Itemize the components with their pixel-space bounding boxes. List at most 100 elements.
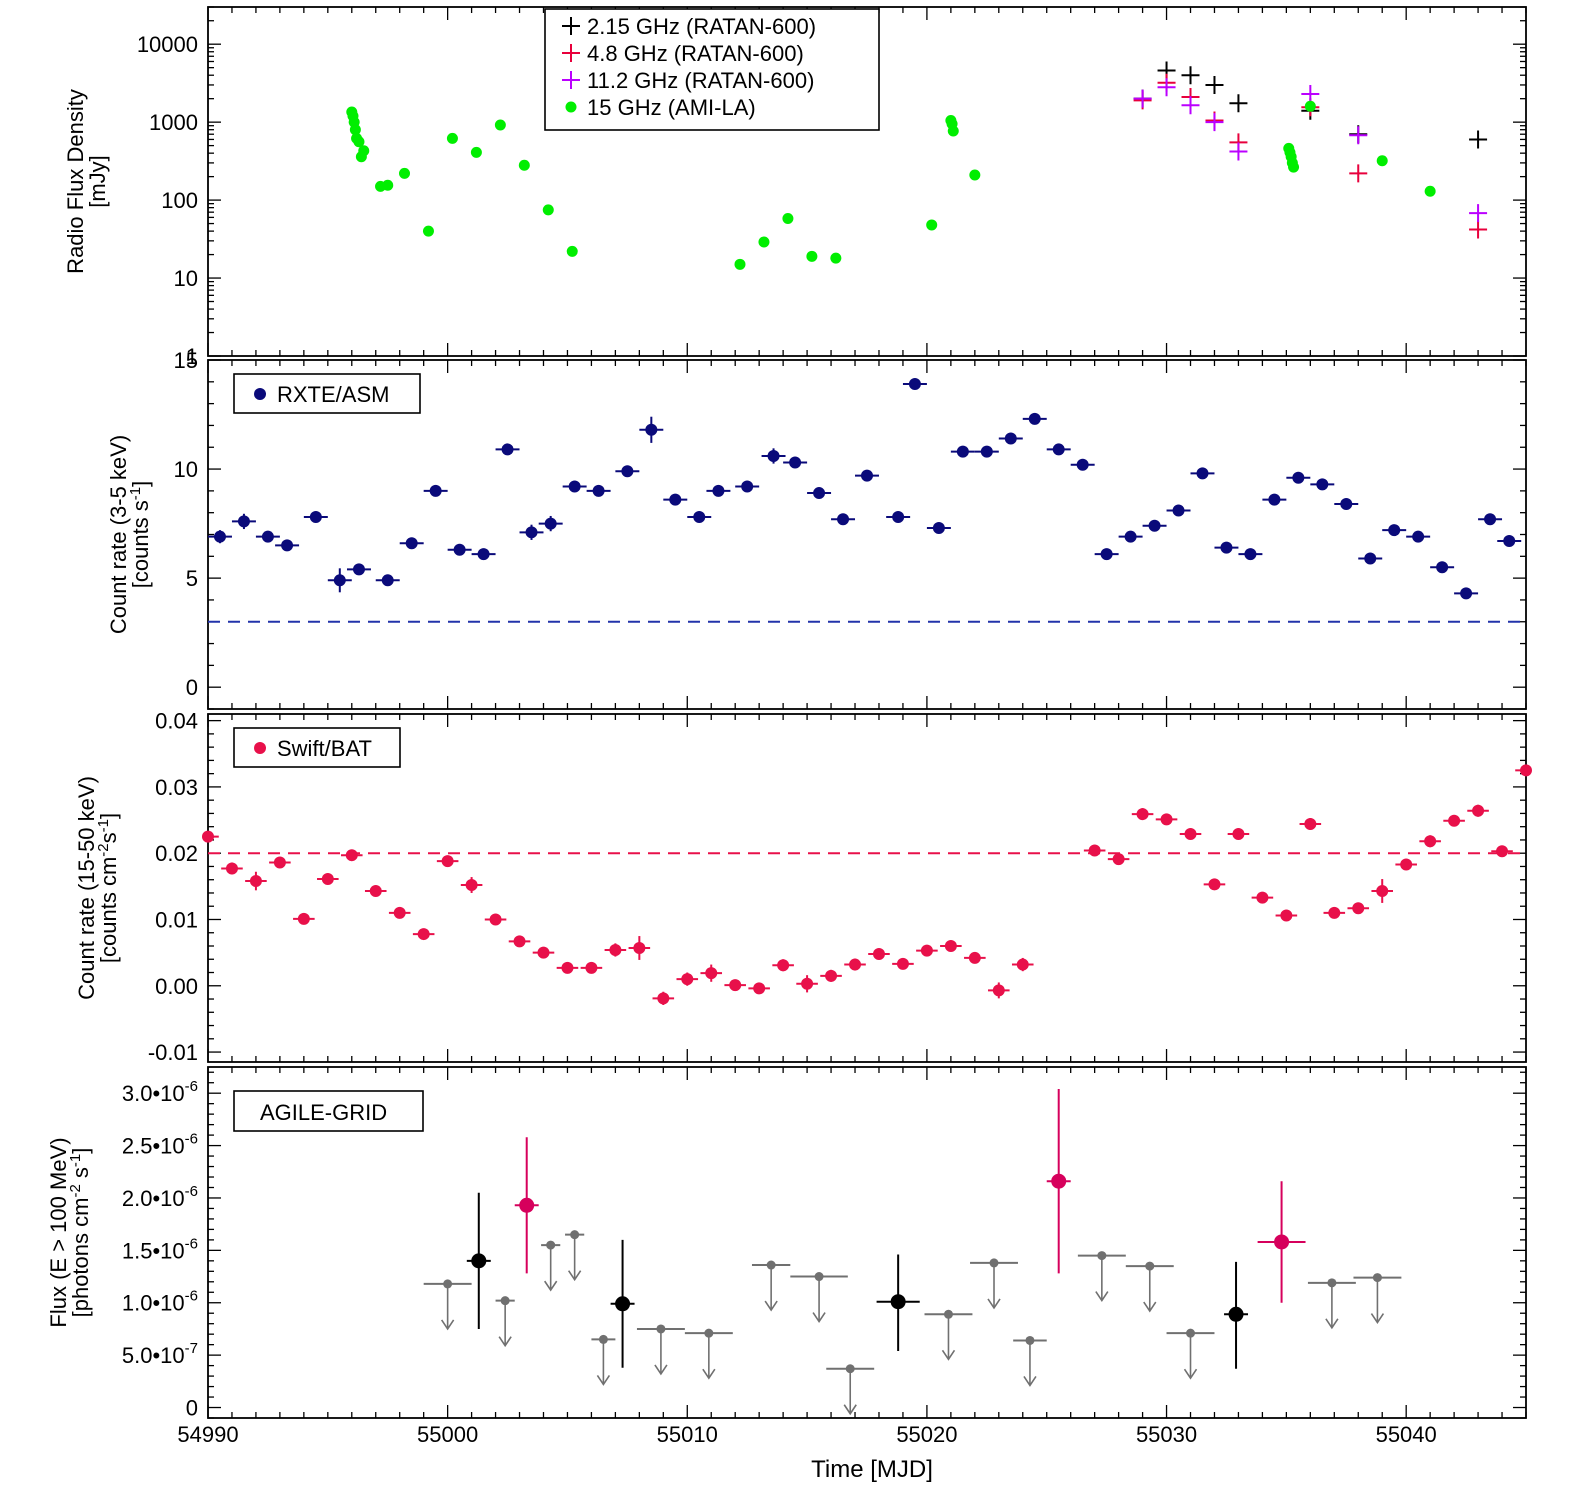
data-point [405, 537, 418, 550]
data-point [1400, 858, 1413, 871]
panel-label-box: Swift/BAT [233, 727, 401, 768]
data-point [525, 526, 538, 539]
data-point [944, 940, 957, 952]
data-point [789, 456, 802, 469]
data-point [633, 941, 646, 954]
label-marker [254, 742, 266, 754]
data-point [353, 136, 365, 148]
data-point [393, 906, 406, 919]
bat-series [202, 764, 1532, 1005]
legend-label: 4.8 GHz (RATAN-600) [587, 41, 804, 66]
data-point [1160, 813, 1173, 826]
down-arrow-icon [843, 1404, 857, 1416]
data-point [1028, 412, 1041, 425]
data-point [837, 513, 850, 526]
data-point [806, 250, 818, 262]
y-tick-label: 15 [174, 348, 198, 373]
legend-box [544, 8, 880, 131]
down-arrow-icon [1370, 1313, 1385, 1325]
data-point [969, 169, 981, 181]
legend: 2.15 GHz (RATAN-600)4.8 GHz (RATAN-600)1… [544, 8, 880, 131]
y-axis-label: Count rate (15-50 keV)[counts cm-2s-1] [74, 776, 121, 1000]
data-point [657, 992, 670, 1005]
upper-limit-point [1186, 1328, 1196, 1338]
data-point [1229, 142, 1248, 161]
panel-label: RXTE/ASM [277, 382, 389, 407]
y-tick-label: 0.00 [155, 974, 198, 999]
data-point [1157, 78, 1176, 97]
data-point [1088, 844, 1101, 857]
data-point [1436, 561, 1449, 574]
upper-limit-point [989, 1258, 999, 1268]
y-tick-label: 5 [186, 566, 198, 591]
data-point [849, 958, 862, 971]
data-point [281, 539, 294, 552]
data-point [1316, 478, 1329, 491]
label-box [233, 727, 401, 768]
data-point [1220, 541, 1233, 554]
data-point [1472, 804, 1485, 817]
data-point [980, 445, 993, 458]
data-point [753, 982, 766, 995]
data-point [321, 873, 334, 886]
legend-marker [562, 17, 580, 35]
y-tick-label: 1000 [149, 110, 198, 135]
data-point [1376, 155, 1388, 167]
series-2 [1133, 78, 1488, 223]
data-point [830, 252, 842, 264]
label-box [233, 1090, 424, 1132]
data-point [956, 445, 969, 458]
upper-limit-point [500, 1296, 510, 1306]
data-point [1196, 467, 1209, 480]
data-point [1520, 764, 1532, 777]
data-point [861, 469, 873, 482]
data-point [741, 480, 754, 493]
data-point [1376, 884, 1389, 897]
data-point [352, 563, 365, 576]
data-point [489, 913, 502, 926]
panel-border [207, 1066, 1527, 1419]
y-tick-label: 10 [174, 266, 198, 291]
data-point [1205, 75, 1224, 94]
data-point [261, 530, 274, 543]
data-point [1496, 845, 1509, 858]
data-point [237, 515, 250, 528]
y-axis-label-line2: [counts s-1] [127, 481, 153, 589]
data-point [429, 484, 442, 497]
data-point [1229, 94, 1248, 113]
data-point [801, 977, 814, 990]
data-point [1328, 906, 1341, 919]
data-point [399, 167, 411, 179]
data-point [453, 543, 466, 556]
y-tick-label: 1.5•10-6 [122, 1235, 198, 1263]
data-point [872, 947, 885, 960]
detection-point [1274, 1234, 1290, 1250]
data-point [465, 879, 478, 892]
panel-frame-agile: 54990 55000 55010 55020 55030 55040 0 5.0•10-7 1… [46, 1066, 1527, 1447]
data-point [592, 484, 605, 497]
y-tick-label: 10000 [137, 32, 198, 57]
upper-limit-point [943, 1309, 953, 1319]
x-tick-label: 55040 [1376, 1422, 1437, 1447]
x-tick-label: 55030 [1136, 1422, 1197, 1447]
series-3 [346, 100, 1436, 270]
data-point [297, 912, 310, 925]
upper-limit-point [704, 1328, 714, 1338]
data-point [501, 443, 514, 456]
data-point [544, 517, 557, 530]
upper-limit-point [1025, 1335, 1035, 1345]
detection-point [1051, 1173, 1067, 1189]
data-point [381, 574, 394, 587]
detections [466, 1089, 1306, 1369]
upper-limit-point [443, 1279, 453, 1289]
x-tick-label: 54990 [177, 1422, 238, 1447]
upper-limit-point [1097, 1251, 1107, 1261]
y-tick-label: 1.0•10-6 [122, 1288, 198, 1316]
data-point [621, 465, 634, 478]
y-axis-label: Radio Flux Density[mJy] [63, 89, 110, 274]
detection-point [471, 1253, 487, 1269]
down-arrow-icon [544, 1280, 558, 1292]
detection-point [890, 1294, 906, 1310]
data-point [1349, 164, 1368, 183]
